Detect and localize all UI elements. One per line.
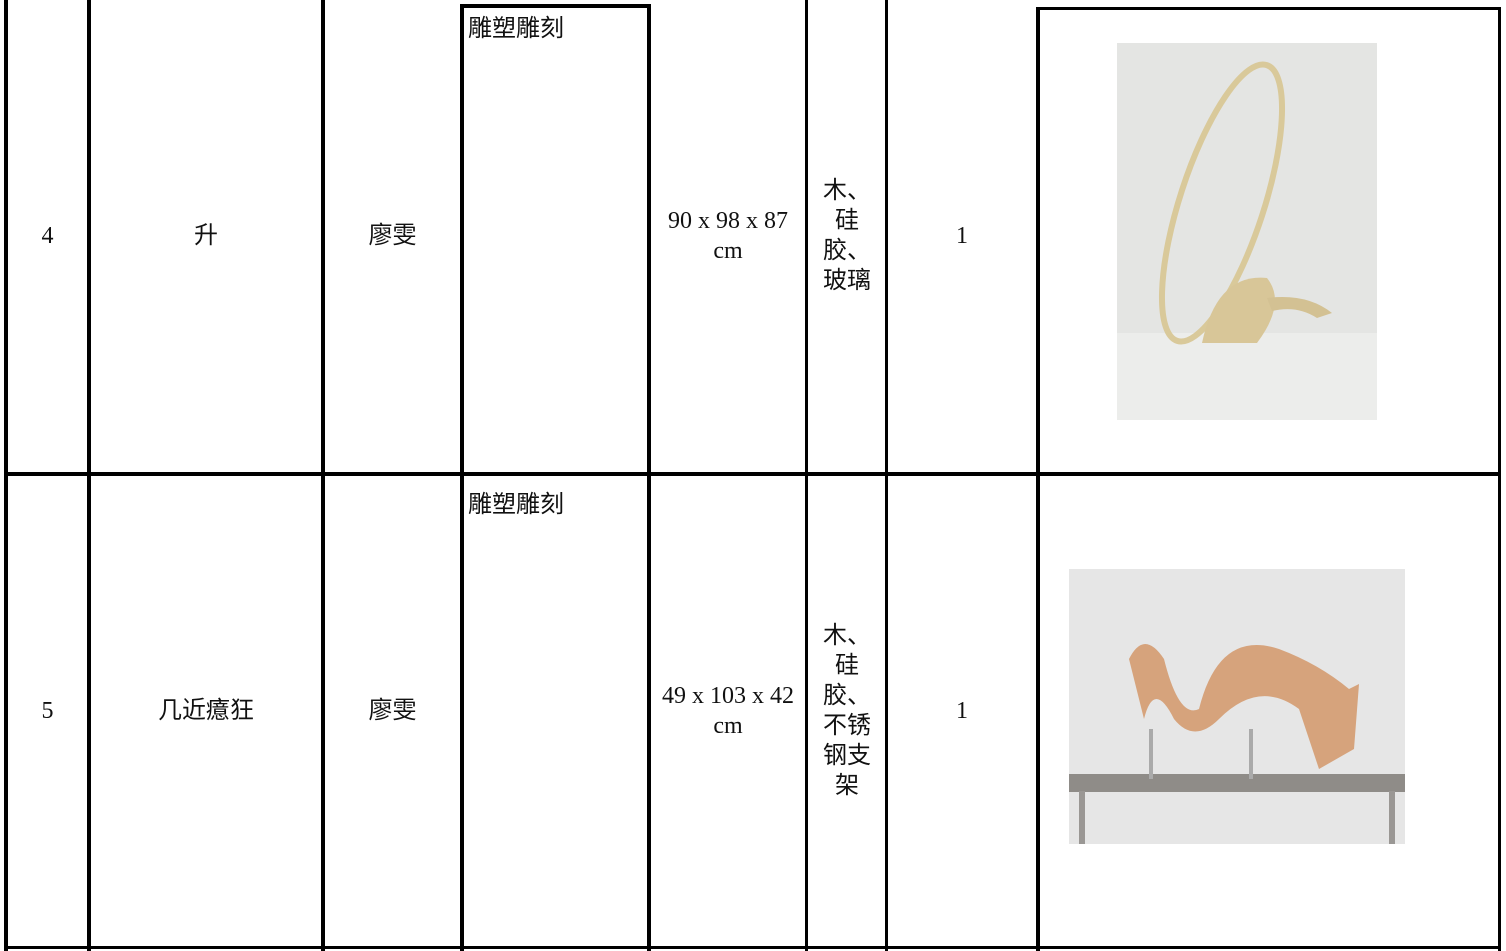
border — [4, 472, 1501, 476]
artwork-image — [1069, 569, 1405, 844]
dimensions-cell: 90 x 98 x 87 cm — [668, 208, 788, 264]
border — [1498, 7, 1501, 951]
border — [647, 4, 651, 951]
index-cell: 5 — [41, 698, 54, 724]
quantity-cell: 1 — [956, 223, 968, 249]
index-cell: 4 — [41, 223, 54, 249]
title-cell: 几近癔狂 — [158, 698, 254, 724]
border — [460, 4, 651, 8]
material-cell: 木、硅胶、不锈钢支架 — [823, 623, 871, 799]
title-cell: 升 — [194, 223, 218, 249]
quantity-cell: 1 — [956, 698, 968, 724]
border — [460, 4, 464, 951]
artist-cell: 廖雯 — [368, 698, 417, 724]
border — [4, 946, 1501, 949]
dimensions-cell: 49 x 103 x 42 cm — [662, 683, 794, 739]
artist-cell: 廖雯 — [368, 223, 417, 249]
material-cell: 木、硅胶、玻璃 — [823, 178, 871, 294]
medium-type-cell: 雕塑雕刻 — [468, 492, 564, 518]
border — [1036, 7, 1040, 951]
medium-type-cell: 雕塑雕刻 — [468, 16, 564, 42]
artwork-image — [1117, 43, 1377, 420]
border — [1036, 7, 1501, 10]
